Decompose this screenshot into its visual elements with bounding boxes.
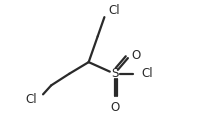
Text: Cl: Cl bbox=[142, 67, 153, 80]
Text: S: S bbox=[111, 67, 118, 80]
Text: Cl: Cl bbox=[25, 93, 37, 106]
Text: Cl: Cl bbox=[108, 4, 120, 17]
Text: O: O bbox=[110, 101, 119, 114]
Text: O: O bbox=[131, 49, 141, 62]
